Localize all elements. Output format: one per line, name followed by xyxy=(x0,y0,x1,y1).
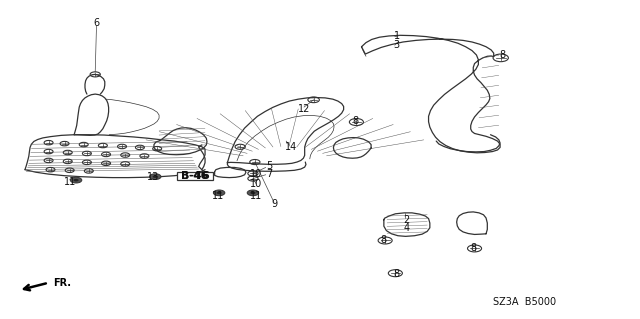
Text: 1: 1 xyxy=(394,31,400,41)
Text: SZ3A  B5000: SZ3A B5000 xyxy=(493,297,556,307)
Text: 2: 2 xyxy=(403,215,410,225)
Text: 4: 4 xyxy=(403,223,409,233)
Circle shape xyxy=(153,175,158,178)
Circle shape xyxy=(150,174,161,180)
Text: 13: 13 xyxy=(147,172,159,182)
Circle shape xyxy=(213,190,225,196)
Text: 9: 9 xyxy=(271,199,277,209)
Text: 11: 11 xyxy=(250,191,262,201)
Text: 8: 8 xyxy=(352,116,358,126)
Text: B-46: B-46 xyxy=(181,171,208,181)
Text: B-46: B-46 xyxy=(181,171,210,181)
Text: 8: 8 xyxy=(394,269,400,279)
Circle shape xyxy=(247,190,259,196)
FancyBboxPatch shape xyxy=(177,172,212,180)
Text: 10: 10 xyxy=(250,179,262,189)
Text: FR.: FR. xyxy=(53,278,71,288)
Text: 8: 8 xyxy=(499,50,505,60)
Text: 12: 12 xyxy=(298,104,310,114)
Text: 5: 5 xyxy=(266,161,272,171)
Text: 7: 7 xyxy=(266,169,272,179)
Circle shape xyxy=(70,177,82,183)
Text: 11: 11 xyxy=(63,177,76,187)
Circle shape xyxy=(216,192,221,194)
Text: 10: 10 xyxy=(250,169,262,179)
Text: 3: 3 xyxy=(394,40,400,50)
Circle shape xyxy=(250,192,255,194)
Text: 14: 14 xyxy=(285,142,298,152)
Circle shape xyxy=(74,179,79,182)
Text: 6: 6 xyxy=(93,18,100,28)
Text: 11: 11 xyxy=(212,191,224,201)
Text: 8: 8 xyxy=(381,235,387,246)
Text: 8: 8 xyxy=(470,243,476,253)
